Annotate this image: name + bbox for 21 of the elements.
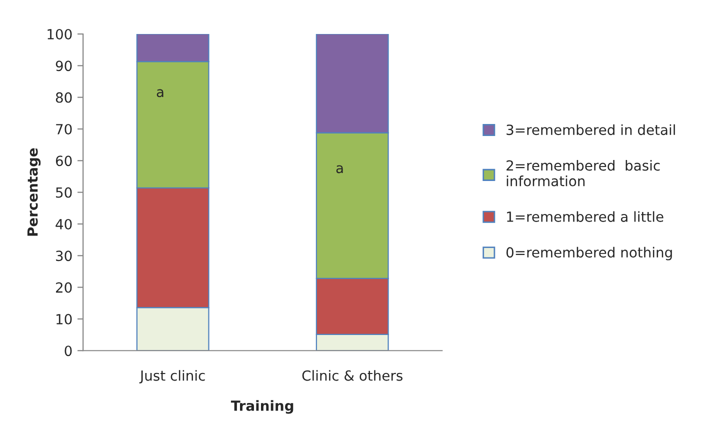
legend-label: 3=remembered in detail xyxy=(506,124,675,136)
y-tick-label: 30 xyxy=(56,250,72,262)
y-tick-label: 40 xyxy=(56,218,72,230)
y-tick-label: 70 xyxy=(56,124,72,134)
legend-label: 2=remembered basic information xyxy=(506,160,660,186)
annotation: a xyxy=(156,89,164,98)
y-tick-label: 10 xyxy=(56,314,72,324)
x-tick-label: Clinic & others xyxy=(302,370,402,381)
y-tick-label: 20 xyxy=(56,282,72,293)
legend-label: 0=remembered nothing xyxy=(506,246,672,260)
y-tick-label: 60 xyxy=(56,156,72,166)
y-tick-label: 100 xyxy=(48,28,72,40)
annotation: a xyxy=(336,165,343,174)
x-axis-title: Training xyxy=(230,400,294,414)
y-axis-title: Percentage xyxy=(27,148,41,236)
y-tick-label: 50 xyxy=(56,187,72,198)
x-tick-label: Just clinic xyxy=(139,370,205,384)
y-tick-label: 90 xyxy=(56,60,72,72)
y-tick-label: 80 xyxy=(56,92,72,103)
legend-label: 1=remembered a little xyxy=(507,211,664,222)
y-tick-label: 0 xyxy=(64,346,72,356)
